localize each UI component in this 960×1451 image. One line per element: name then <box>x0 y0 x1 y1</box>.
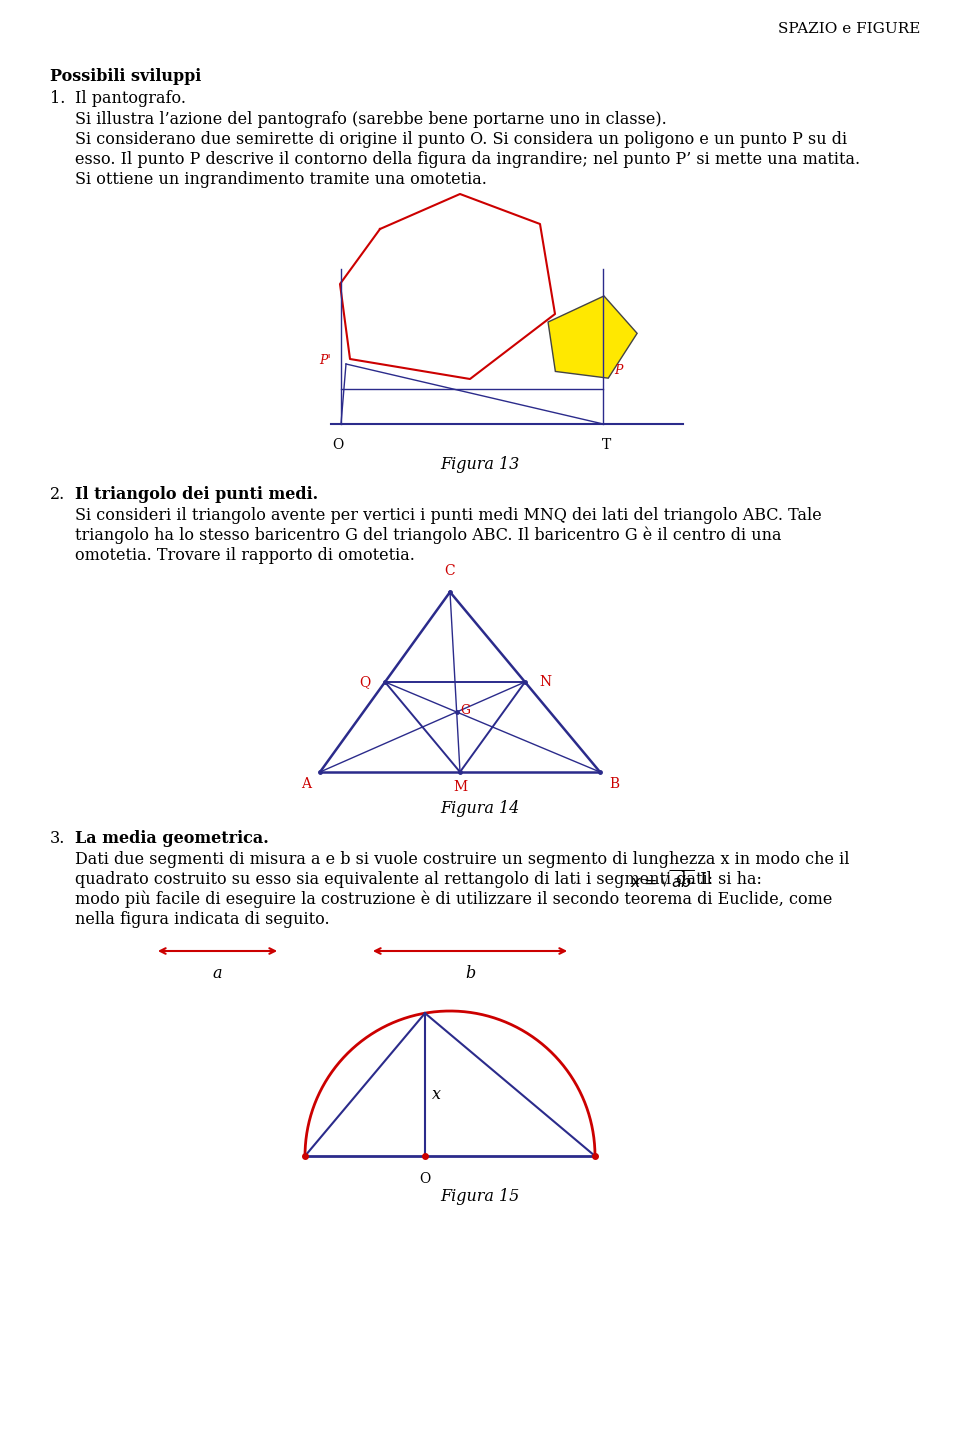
Text: Dati due segmenti di misura a e b si vuole costruire un segmento di lunghezza x : Dati due segmenti di misura a e b si vuo… <box>75 850 850 868</box>
Text: P': P' <box>320 354 331 367</box>
Text: Si ottiene un ingrandimento tramite una omotetia.: Si ottiene un ingrandimento tramite una … <box>75 171 487 189</box>
Text: La media geometrica.: La media geometrica. <box>75 830 269 847</box>
Text: triangolo ha lo stesso baricentro G del triangolo ABC. Il baricentro G è il cent: triangolo ha lo stesso baricentro G del … <box>75 527 781 544</box>
Text: Il triangolo dei punti medi.: Il triangolo dei punti medi. <box>75 486 318 503</box>
Text: A: A <box>301 776 311 791</box>
Text: M: M <box>453 781 468 794</box>
Text: omotetia. Trovare il rapporto di omotetia.: omotetia. Trovare il rapporto di omoteti… <box>75 547 415 564</box>
Text: modo più facile di eseguire la costruzione è di utilizzare il secondo teorema di: modo più facile di eseguire la costruzio… <box>75 891 832 908</box>
Text: Q: Q <box>360 675 371 689</box>
Polygon shape <box>548 296 637 379</box>
Text: a: a <box>212 965 222 982</box>
Text: SPAZIO e FIGURE: SPAZIO e FIGURE <box>778 22 920 36</box>
Text: Figura 15: Figura 15 <box>441 1188 519 1204</box>
Text: O: O <box>332 438 344 453</box>
Text: x: x <box>432 1087 441 1103</box>
Text: T: T <box>602 438 611 453</box>
Text: . Il: . Il <box>690 871 712 888</box>
Text: O: O <box>420 1172 431 1185</box>
Text: C: C <box>444 564 455 577</box>
Text: nella figura indicata di seguito.: nella figura indicata di seguito. <box>75 911 329 929</box>
Text: Il pantografo.: Il pantografo. <box>75 90 186 107</box>
Text: P: P <box>614 364 623 377</box>
Text: Figura 13: Figura 13 <box>441 456 519 473</box>
Text: b: b <box>465 965 475 982</box>
Text: Si considerano due semirette di origine il punto O. Si considera un poligono e u: Si considerano due semirette di origine … <box>75 131 847 148</box>
Text: 3.: 3. <box>50 830 65 847</box>
Text: Possibili sviluppi: Possibili sviluppi <box>50 68 202 86</box>
Text: quadrato costruito su esso sia equivalente al rettangolo di lati i segmenti dati: quadrato costruito su esso sia equivalen… <box>75 871 772 888</box>
Text: $x = \sqrt{ab}$: $x = \sqrt{ab}$ <box>630 871 695 892</box>
Text: Figura 14: Figura 14 <box>441 800 519 817</box>
Text: B: B <box>609 776 619 791</box>
Text: N: N <box>539 675 551 689</box>
Text: G: G <box>461 704 470 717</box>
Text: Si consideri il triangolo avente per vertici i punti medi MNQ dei lati del trian: Si consideri il triangolo avente per ver… <box>75 506 822 524</box>
Text: 1.: 1. <box>50 90 65 107</box>
Text: Si illustra l’azione del pantografo (sarebbe bene portarne uno in classe).: Si illustra l’azione del pantografo (sar… <box>75 110 667 128</box>
Text: esso. Il punto P descrive il contorno della figura da ingrandire; nel punto P’ s: esso. Il punto P descrive il contorno de… <box>75 151 860 168</box>
Text: 2.: 2. <box>50 486 65 503</box>
